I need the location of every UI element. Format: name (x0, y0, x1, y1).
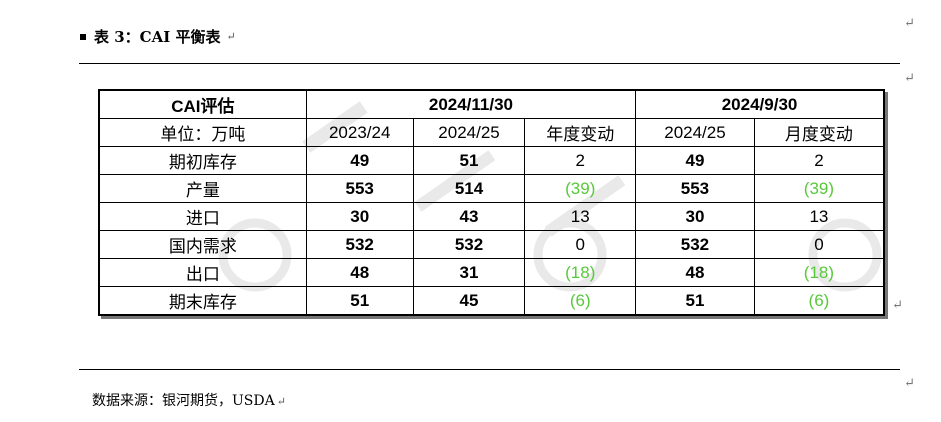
table-cell: 45 (412, 286, 526, 316)
table-cell: 49 (635, 146, 755, 175)
table-cell: 51 (635, 286, 755, 316)
table-cell: 532 (305, 230, 414, 259)
return-arrow-icon: ↵ (276, 395, 286, 408)
table-cell: 532 (635, 230, 755, 259)
return-arrow-icon: ↵ (892, 298, 903, 313)
col-header: 月度变动 (753, 118, 885, 147)
table-cell: 31 (412, 258, 526, 287)
row-label: 期初库存 (98, 146, 307, 175)
top-divider (79, 63, 900, 64)
table-row: 出口 48 31 (18) 48 (18) (98, 258, 885, 287)
col-header: 2024/25 (412, 118, 526, 147)
table-cell: 30 (305, 202, 414, 231)
source-text: 数据来源：银河期货，USDA (92, 393, 275, 409)
table-cell: 0 (753, 230, 885, 259)
table-cell: 2 (524, 146, 637, 175)
table-cell: (18) (524, 258, 637, 287)
header-group-1: 2024/11/30 (305, 89, 637, 119)
table-cell: 0 (524, 230, 637, 259)
table-cell: (39) (753, 174, 885, 203)
table-cell: 49 (305, 146, 414, 175)
source-note: 数据来源：银河期货，USDA ↵ (92, 390, 286, 410)
table-cell: 13 (753, 202, 885, 231)
table-cell: 48 (305, 258, 414, 287)
table-caption: 表 3：CAI 平衡表 ↵ (80, 26, 236, 47)
table-cell: 48 (635, 258, 755, 287)
caption-text: 表 3：CAI 平衡表 (94, 28, 221, 46)
row-label: 国内需求 (98, 230, 307, 259)
table-row: 期初库存 49 51 2 49 2 (98, 146, 885, 175)
col-header: 年度变动 (524, 118, 637, 147)
bottom-divider (79, 369, 900, 370)
return-arrow-icon: ↵ (904, 376, 915, 391)
header-label: CAI评估 (98, 89, 307, 119)
table-cell: 553 (305, 174, 414, 203)
table-cell: 2 (753, 146, 885, 175)
table-cell: 43 (412, 202, 526, 231)
return-arrow-icon: ↵ (904, 16, 915, 31)
sub-header-row: 单位：万吨 2023/24 2024/25 年度变动 2024/25 月度变动 (98, 118, 885, 147)
header-row: CAI评估 2024/11/30 2024/9/30 (98, 89, 885, 119)
row-label: 产量 (98, 174, 307, 203)
table-row: 进口 30 43 13 30 13 (98, 202, 885, 231)
header-group-2: 2024/9/30 (635, 89, 885, 119)
row-label: 期末库存 (98, 286, 307, 316)
table-row: 国内需求 532 532 0 532 0 (98, 230, 885, 259)
square-bullet-icon (80, 33, 86, 40)
return-arrow-icon: ↵ (226, 30, 236, 43)
table-row: 期末库存 51 45 (6) 51 (6) (98, 286, 885, 316)
table-row: 产量 553 514 (39) 553 (39) (98, 174, 885, 203)
table-cell: 553 (635, 174, 755, 203)
table-cell: 514 (412, 174, 526, 203)
row-label: 出口 (98, 258, 307, 287)
cai-balance-table: CAI评估 2024/11/30 2024/9/30 单位：万吨 2023/24… (98, 89, 885, 316)
table-cell: (39) (524, 174, 637, 203)
col-header: 2023/24 (305, 118, 414, 147)
table-cell: 51 (412, 146, 526, 175)
col-header: 2024/25 (635, 118, 755, 147)
table-cell: (6) (524, 286, 637, 316)
table-cell: (18) (753, 258, 885, 287)
table-cell: 13 (524, 202, 637, 231)
return-arrow-icon: ↵ (904, 71, 915, 86)
table-cell: 51 (305, 286, 414, 316)
table-cell: 532 (412, 230, 526, 259)
unit-label: 单位：万吨 (98, 118, 307, 147)
table-cell: 30 (635, 202, 755, 231)
row-label: 进口 (98, 202, 307, 231)
table-cell: (6) (753, 286, 885, 316)
